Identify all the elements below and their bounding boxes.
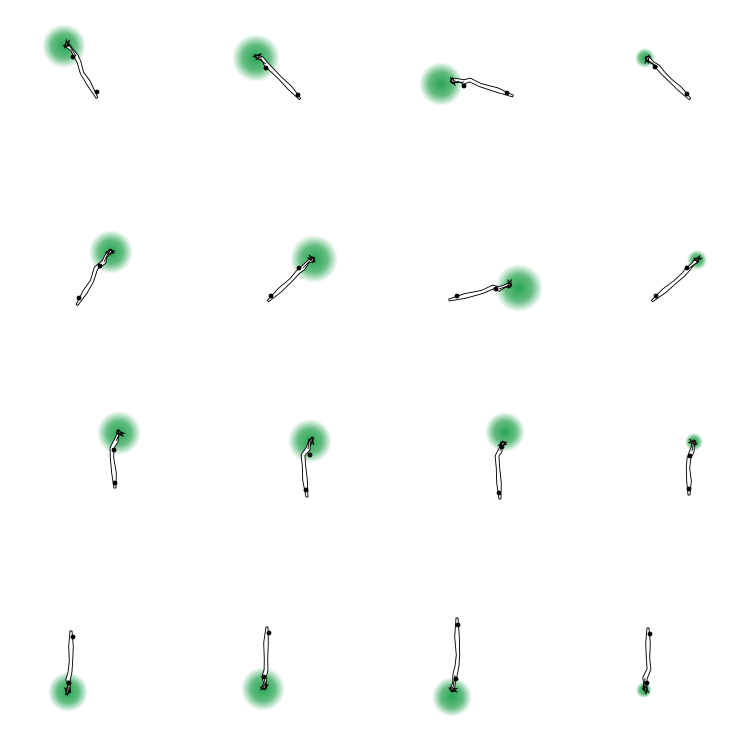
trajectory-head <box>259 676 270 691</box>
trajectory-panel <box>97 411 141 489</box>
waypoint-marker <box>97 263 103 269</box>
trajectory-panel <box>48 630 88 712</box>
trajectory-path <box>65 630 74 693</box>
waypoint-marker <box>66 680 72 686</box>
waypoint-marker <box>261 674 267 680</box>
trajectory-panel <box>685 433 703 496</box>
start-marker <box>70 634 76 640</box>
trajectory-path <box>451 77 514 98</box>
trajectory-panel <box>266 235 338 303</box>
trajectory-path <box>449 617 461 692</box>
start-marker <box>653 293 659 299</box>
start-marker <box>455 622 461 628</box>
start-marker <box>684 91 690 97</box>
trajectory-head <box>449 76 465 87</box>
trajectory-head <box>497 440 508 452</box>
waypoint-marker <box>652 64 658 70</box>
trajectory-head <box>307 435 315 450</box>
trajectory-head <box>498 278 513 290</box>
start-marker <box>504 90 510 96</box>
trajectory-head <box>103 248 116 263</box>
waypoint-marker <box>644 680 650 686</box>
trajectory-path <box>64 42 99 99</box>
start-marker <box>94 89 100 95</box>
trajectory-panel <box>75 230 133 306</box>
trajectory-head <box>63 679 71 697</box>
trajectory-panel <box>241 626 285 711</box>
waypoint-marker <box>687 453 693 459</box>
waypoint-marker <box>307 452 313 458</box>
start-marker <box>112 480 118 486</box>
trajectory-path <box>109 431 122 489</box>
target-glow <box>495 264 543 312</box>
start-marker <box>303 487 309 493</box>
start-marker <box>268 293 274 299</box>
start-marker <box>454 293 460 299</box>
waypoint-marker <box>461 83 467 89</box>
trajectory-head <box>644 54 659 68</box>
waypoint-marker <box>111 447 117 453</box>
trajectory-head <box>115 428 126 442</box>
trajectory-panel <box>42 24 100 99</box>
waypoint-marker <box>70 54 76 60</box>
trajectory-path <box>261 626 269 689</box>
trajectory-panel <box>232 34 302 101</box>
target-glow <box>432 677 472 717</box>
trajectory-head <box>448 674 459 693</box>
trajectory-panel <box>419 62 514 106</box>
trajectory-path <box>75 248 114 306</box>
trajectory-panel <box>485 412 525 500</box>
trajectory-head <box>252 52 267 65</box>
waypoint-marker <box>684 265 690 271</box>
trajectory-head <box>642 677 650 696</box>
trajectory-panel <box>636 627 653 698</box>
trajectory-path <box>256 54 302 101</box>
trajectory-panel <box>448 264 543 312</box>
trajectory-path <box>650 257 700 303</box>
target-glow <box>485 412 525 452</box>
trajectory-head <box>62 38 77 57</box>
start-marker <box>266 630 272 636</box>
target-glow <box>419 62 463 106</box>
trajectory-path <box>300 438 314 498</box>
trajectory-head <box>687 438 698 452</box>
waypoint-marker <box>493 286 499 292</box>
trajectory-panel <box>288 419 332 498</box>
trajectory-path <box>642 627 652 690</box>
trajectory-panel <box>650 250 707 303</box>
waypoint-marker <box>453 676 459 682</box>
start-marker <box>647 631 653 637</box>
start-marker <box>76 295 82 301</box>
start-marker <box>686 486 692 492</box>
waypoint-marker <box>499 444 505 450</box>
start-marker <box>295 92 301 98</box>
trajectory-panel <box>432 617 472 717</box>
start-marker <box>496 490 502 496</box>
trajectory-head <box>687 254 704 270</box>
waypoint-marker <box>296 265 302 271</box>
trajectory-panel <box>635 48 692 101</box>
trajectory-head <box>302 254 316 269</box>
waypoint-marker <box>263 65 269 71</box>
